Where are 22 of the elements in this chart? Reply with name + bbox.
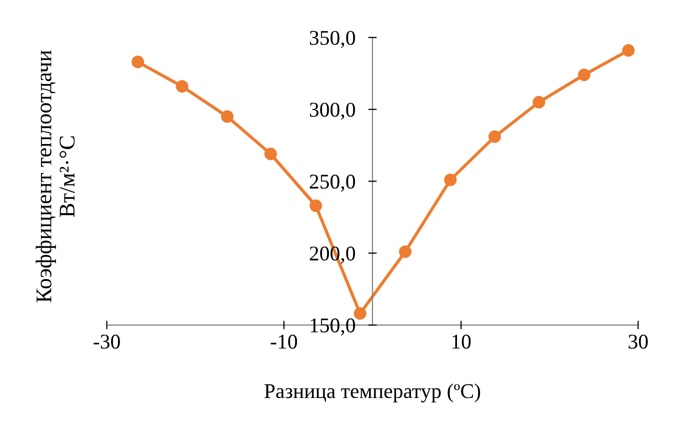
point bbox=[532, 96, 546, 108]
point bbox=[444, 174, 457, 186]
y-tick-label: 250,0 bbox=[310, 174, 356, 192]
point bbox=[578, 68, 590, 82]
point bbox=[622, 44, 635, 57]
point bbox=[310, 199, 322, 212]
y-tick-label: 150,0 bbox=[310, 318, 356, 336]
point bbox=[354, 307, 366, 320]
x-axis-title: Разница температур (ºС) bbox=[264, 383, 480, 402]
point bbox=[220, 110, 234, 123]
y-axis-title: Коэффициент теплоотдачи Вт/м²·°С bbox=[36, 50, 75, 302]
point bbox=[132, 56, 144, 68]
y-tick-label: 350,0 bbox=[310, 30, 356, 48]
x-tick-label: -10 bbox=[270, 334, 298, 349]
point bbox=[398, 245, 412, 258]
y-tick-label: 300,0 bbox=[310, 102, 356, 120]
point bbox=[176, 80, 188, 93]
x-tick-label: 30 bbox=[628, 334, 648, 349]
x-tick-label: 10 bbox=[452, 334, 471, 349]
x-tick-label: -30 bbox=[94, 334, 120, 349]
point bbox=[264, 148, 277, 160]
point bbox=[488, 130, 501, 143]
